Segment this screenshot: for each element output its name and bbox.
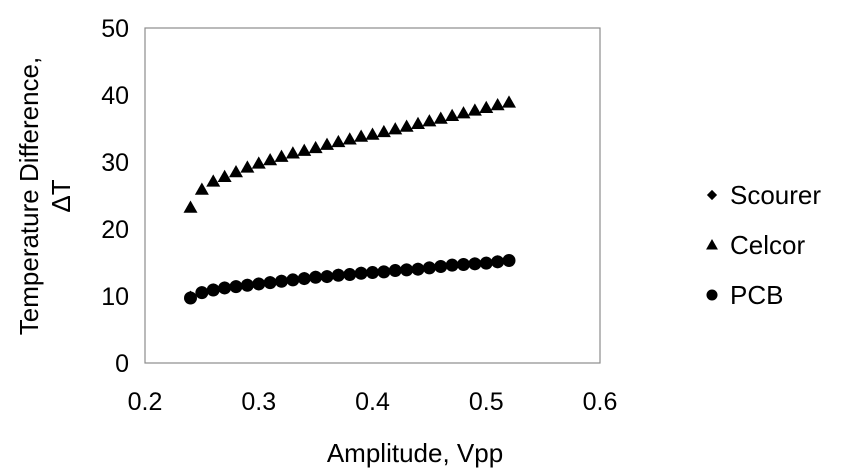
celcor-point (388, 122, 403, 135)
legend-marker-pcb (706, 289, 718, 301)
pcb-point (366, 266, 379, 280)
celcor-point (354, 129, 369, 142)
celcor-point (320, 137, 334, 150)
y-tick-label: 10 (101, 283, 129, 311)
pcb-point (218, 281, 232, 295)
legend: Scourer Celcor PCB (706, 180, 821, 310)
pcb-point (263, 276, 277, 290)
pcb-point (195, 286, 209, 300)
legend-label: PCB (730, 280, 783, 310)
celcor-point (297, 143, 312, 156)
celcor-point (490, 98, 505, 111)
pcb-point (411, 262, 425, 276)
pcb-point (297, 272, 311, 286)
pcb-point (309, 270, 323, 284)
celcor-point (445, 108, 460, 122)
pcb-point (445, 258, 459, 272)
series-pcb (184, 253, 516, 305)
x-tick-label: 0.5 (469, 388, 504, 416)
x-tick-labels: 0.2 0.3 0.4 0.5 0.6 (128, 388, 618, 416)
celcor-point (331, 134, 346, 148)
pcb-point (354, 266, 368, 280)
celcor-point (479, 100, 494, 113)
x-tick-label: 0.3 (241, 388, 276, 416)
pcb-point (422, 261, 436, 275)
pcb-point (343, 268, 357, 282)
legend-label: Scourer (730, 180, 821, 210)
pcb-point (388, 264, 402, 278)
legend-item-celcor: Celcor (706, 230, 805, 260)
celcor-point (229, 165, 243, 178)
celcor-point (251, 156, 266, 169)
celcor-point (422, 114, 437, 127)
legend-marker-celcor (706, 239, 718, 250)
pcb-point (468, 257, 482, 271)
x-tick-label: 0.6 (583, 388, 618, 416)
y-tick-labels: 0 10 20 30 40 50 (101, 15, 129, 378)
celcor-point (376, 124, 391, 138)
x-tick-label: 0.4 (355, 388, 390, 416)
celcor-point (240, 160, 255, 173)
legend-marker-scourer (706, 189, 718, 201)
pcb-point (491, 255, 505, 269)
pcb-point (434, 260, 448, 274)
pcb-point (275, 274, 288, 288)
celcor-point (308, 140, 323, 154)
pcb-point (377, 265, 391, 279)
celcor-point (467, 103, 482, 116)
celcor-point (217, 169, 232, 182)
pcb-point (331, 268, 345, 282)
y-axis-title-line-1: Temperature Difference, (14, 57, 44, 335)
pcb-point (252, 277, 266, 291)
x-tick-label: 0.2 (128, 388, 163, 416)
celcor-point (194, 182, 209, 195)
pcb-point (502, 253, 516, 267)
x-axis-title: Amplitude, Vpp (327, 438, 503, 468)
pcb-point (229, 280, 243, 294)
celcor-point (263, 152, 278, 166)
pcb-point (400, 263, 414, 277)
celcor-point (206, 174, 221, 187)
celcor-point (433, 111, 448, 124)
celcor-point (285, 146, 300, 159)
celcor-point (274, 149, 289, 162)
pcb-point (240, 278, 254, 292)
legend-item-pcb: PCB (706, 280, 783, 310)
y-axis-title-line-2: ΔT (46, 179, 76, 212)
plot-area (144, 27, 601, 364)
y-axis-title: Temperature Difference, ΔT (14, 57, 76, 335)
pcb-point (479, 256, 493, 270)
celcor-point (365, 127, 380, 140)
celcor-point (411, 116, 425, 130)
celcor-point (502, 95, 516, 108)
y-tick-label: 30 (101, 149, 129, 177)
pcb-point (184, 291, 197, 305)
celcor-point (399, 119, 414, 132)
celcor-point (456, 106, 471, 119)
series-layer (183, 95, 516, 305)
y-tick-label: 0 (115, 350, 129, 378)
series-celcor (183, 95, 516, 213)
pcb-point (206, 283, 220, 297)
pcb-point (457, 258, 470, 272)
celcor-point (342, 132, 357, 145)
y-tick-label: 40 (101, 82, 129, 110)
legend-item-scourer: Scourer (706, 180, 821, 210)
celcor-point (183, 200, 198, 213)
pcb-point (320, 270, 334, 284)
y-tick-label: 20 (101, 216, 129, 244)
legend-label: Celcor (730, 230, 805, 260)
y-tick-label: 50 (101, 15, 129, 43)
pcb-point (286, 273, 300, 287)
